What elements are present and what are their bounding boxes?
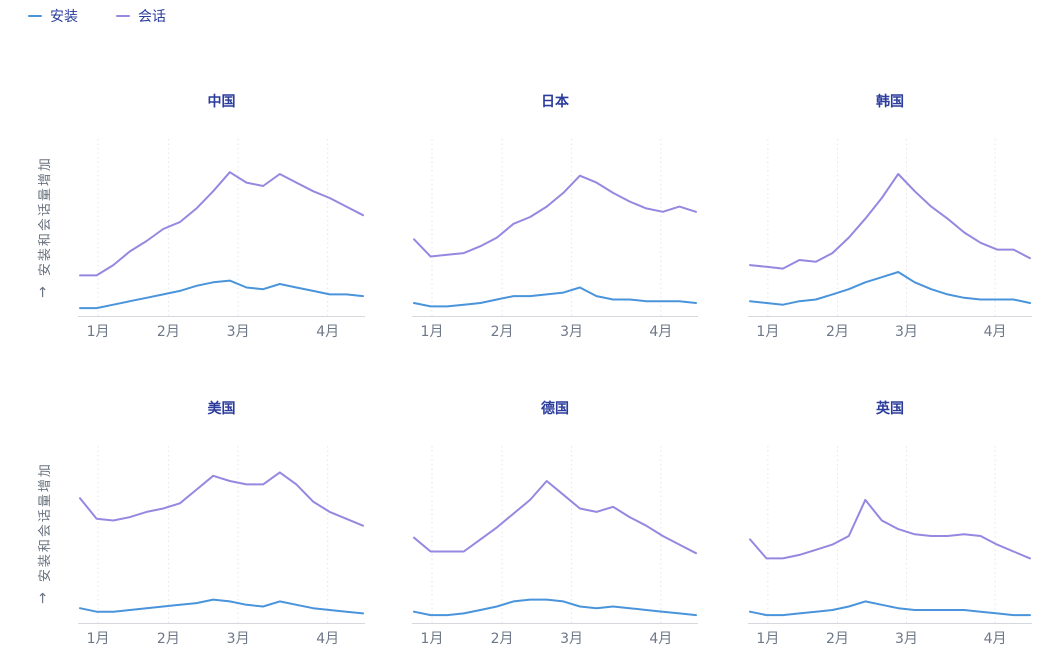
y-axis-label-row2: → 安装和会话量增加 <box>34 448 53 618</box>
x-tick-label: 4月 <box>316 324 340 340</box>
x-tick-label: 4月 <box>649 631 673 647</box>
y-axis-label-text: 安装和会话量增加 <box>37 156 53 277</box>
chart-usa: 美国 1月 2月 3月 4月 <box>78 399 365 651</box>
x-tick-label: 4月 <box>983 324 1007 340</box>
x-tick-label: 3月 <box>895 631 918 647</box>
legend: 安装 会话 <box>28 6 166 26</box>
x-axis-labels: 1月 2月 3月 4月 <box>748 627 1032 651</box>
chart-japan: 日本 1月 2月 3月 4月 <box>412 92 698 344</box>
chart-korea: 韩国 1月 2月 3月 4月 <box>748 92 1032 344</box>
installs-line-dash-icon <box>28 15 42 17</box>
line-plot <box>748 446 1032 624</box>
line-plot <box>78 139 365 317</box>
up-arrow-icon: → <box>35 286 51 298</box>
x-axis-labels: 1月 2月 3月 4月 <box>412 627 698 651</box>
x-tick-label: 2月 <box>490 324 514 340</box>
legend-item-installs[interactable]: 安装 <box>28 6 78 26</box>
x-tick-label: 2月 <box>825 324 849 340</box>
x-tick-label: 2月 <box>825 631 849 647</box>
sessions-line-dash-icon <box>116 15 130 17</box>
x-tick-label: 2月 <box>490 631 514 647</box>
x-tick-label: 4月 <box>316 631 340 647</box>
x-tick-label: 4月 <box>649 324 673 340</box>
x-tick-label: 3月 <box>895 324 918 340</box>
line-plot <box>748 139 1032 317</box>
legend-item-label: 安装 <box>50 9 78 25</box>
x-tick-label: 1月 <box>756 324 780 340</box>
x-tick-label: 3月 <box>560 631 584 647</box>
x-tick-label: 1月 <box>86 324 110 340</box>
x-tick-label: 3月 <box>560 324 584 340</box>
chart-title: 英国 <box>876 401 904 417</box>
y-axis-label-text: 安装和会话量增加 <box>37 462 53 583</box>
x-tick-label: 1月 <box>420 631 444 647</box>
x-axis-labels: 1月 2月 3月 4月 <box>412 320 698 344</box>
chart-title: 日本 <box>541 94 569 110</box>
chart-title: 美国 <box>207 401 236 417</box>
x-tick-label: 1月 <box>86 631 110 647</box>
line-plot <box>412 446 698 624</box>
chart-title: 中国 <box>207 94 236 110</box>
line-plot <box>78 446 365 624</box>
x-tick-label: 2月 <box>156 324 180 340</box>
line-plot <box>412 139 698 317</box>
chart-title: 韩国 <box>876 94 904 110</box>
x-axis-labels: 1月 2月 3月 4月 <box>78 627 365 651</box>
up-arrow-icon: → <box>35 592 51 604</box>
x-tick-label: 2月 <box>156 631 180 647</box>
x-axis-labels: 1月 2月 3月 4月 <box>78 320 365 344</box>
chart-germany: 德国 1月 2月 3月 4月 <box>412 399 698 651</box>
x-axis-labels: 1月 2月 3月 4月 <box>748 320 1032 344</box>
x-tick-label: 1月 <box>756 631 780 647</box>
y-axis-label-row1: → 安装和会话量增加 <box>34 142 53 312</box>
legend-item-sessions[interactable]: 会话 <box>116 6 166 26</box>
chart-title: 德国 <box>541 401 569 417</box>
x-tick-label: 1月 <box>420 324 444 340</box>
chart-uk: 英国 1月 2月 3月 4月 <box>748 399 1032 651</box>
x-tick-label: 3月 <box>226 631 250 647</box>
legend-item-label: 会话 <box>138 9 166 25</box>
x-tick-label: 4月 <box>983 631 1007 647</box>
x-tick-label: 3月 <box>226 324 250 340</box>
chart-china: 中国 1月 2月 3月 4月 <box>78 92 365 344</box>
